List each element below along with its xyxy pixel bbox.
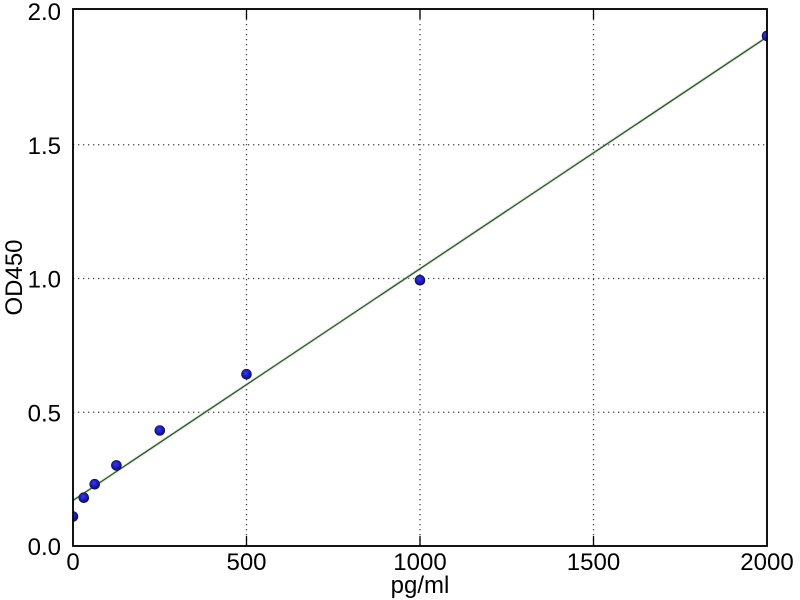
svg-text:OD450: OD450	[1, 239, 28, 315]
svg-text:1.5: 1.5	[28, 133, 61, 160]
svg-text:1.0: 1.0	[28, 267, 61, 294]
svg-text:2.0: 2.0	[28, 0, 61, 26]
svg-text:pg/ml: pg/ml	[391, 572, 450, 599]
svg-text:0.5: 0.5	[28, 400, 61, 427]
svg-text:1500: 1500	[567, 549, 620, 576]
svg-text:500: 500	[226, 549, 266, 576]
svg-text:2000: 2000	[740, 549, 793, 576]
svg-text:0: 0	[66, 549, 79, 576]
svg-text:0.0: 0.0	[28, 534, 61, 561]
